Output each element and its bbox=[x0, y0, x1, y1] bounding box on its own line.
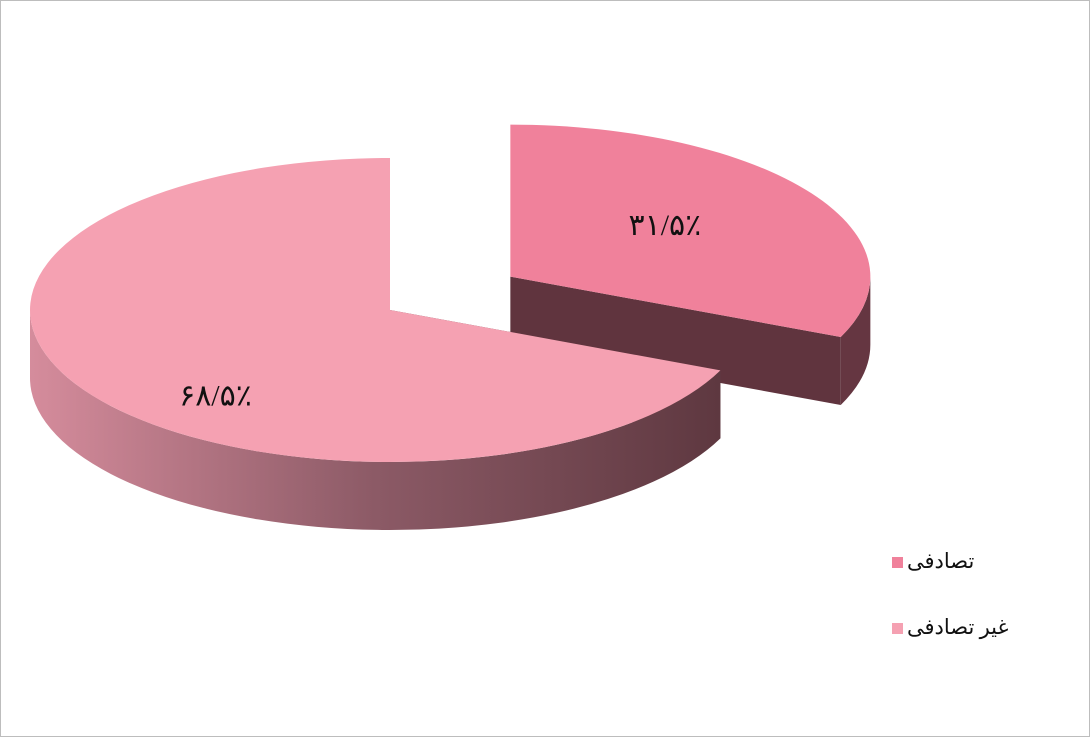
slice-face bbox=[510, 276, 841, 405]
data-label: ۶۸/۵٪ bbox=[179, 379, 252, 412]
legend-swatch bbox=[892, 557, 903, 568]
slice bbox=[29, 158, 721, 462]
data-label: ۳۱/۵٪ bbox=[628, 209, 701, 242]
legend-label: غیر تصادفی bbox=[907, 615, 1009, 640]
slice-side bbox=[30, 310, 721, 530]
slice-side bbox=[840, 276, 871, 405]
slice bbox=[510, 124, 871, 337]
legend-label: تصادفی bbox=[907, 549, 975, 573]
legend-swatch bbox=[892, 623, 903, 634]
